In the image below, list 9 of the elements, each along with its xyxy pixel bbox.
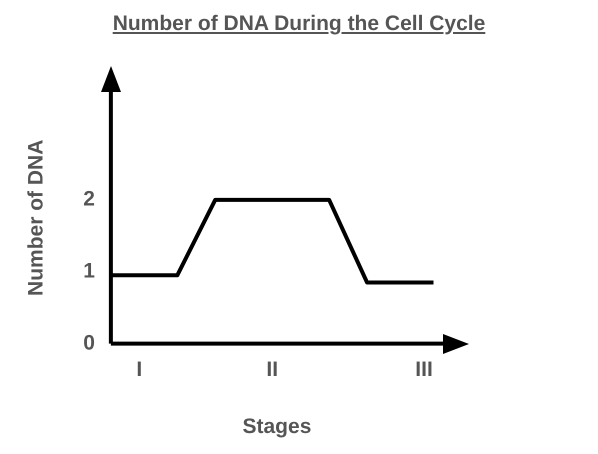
- chart-title: Number of DNA During the Cell Cycle: [112, 12, 486, 36]
- y-tick-label: 1: [83, 260, 96, 283]
- y-tick-label: 0: [83, 331, 95, 354]
- y-axis-title: Number of DNA: [24, 140, 48, 296]
- x-tick-label: I: [136, 358, 142, 381]
- y-tick-label: 2: [83, 188, 95, 211]
- x-tick-label: III: [415, 358, 433, 381]
- x-axis-title: Stages: [242, 415, 312, 438]
- x-tick-label: II: [266, 358, 278, 381]
